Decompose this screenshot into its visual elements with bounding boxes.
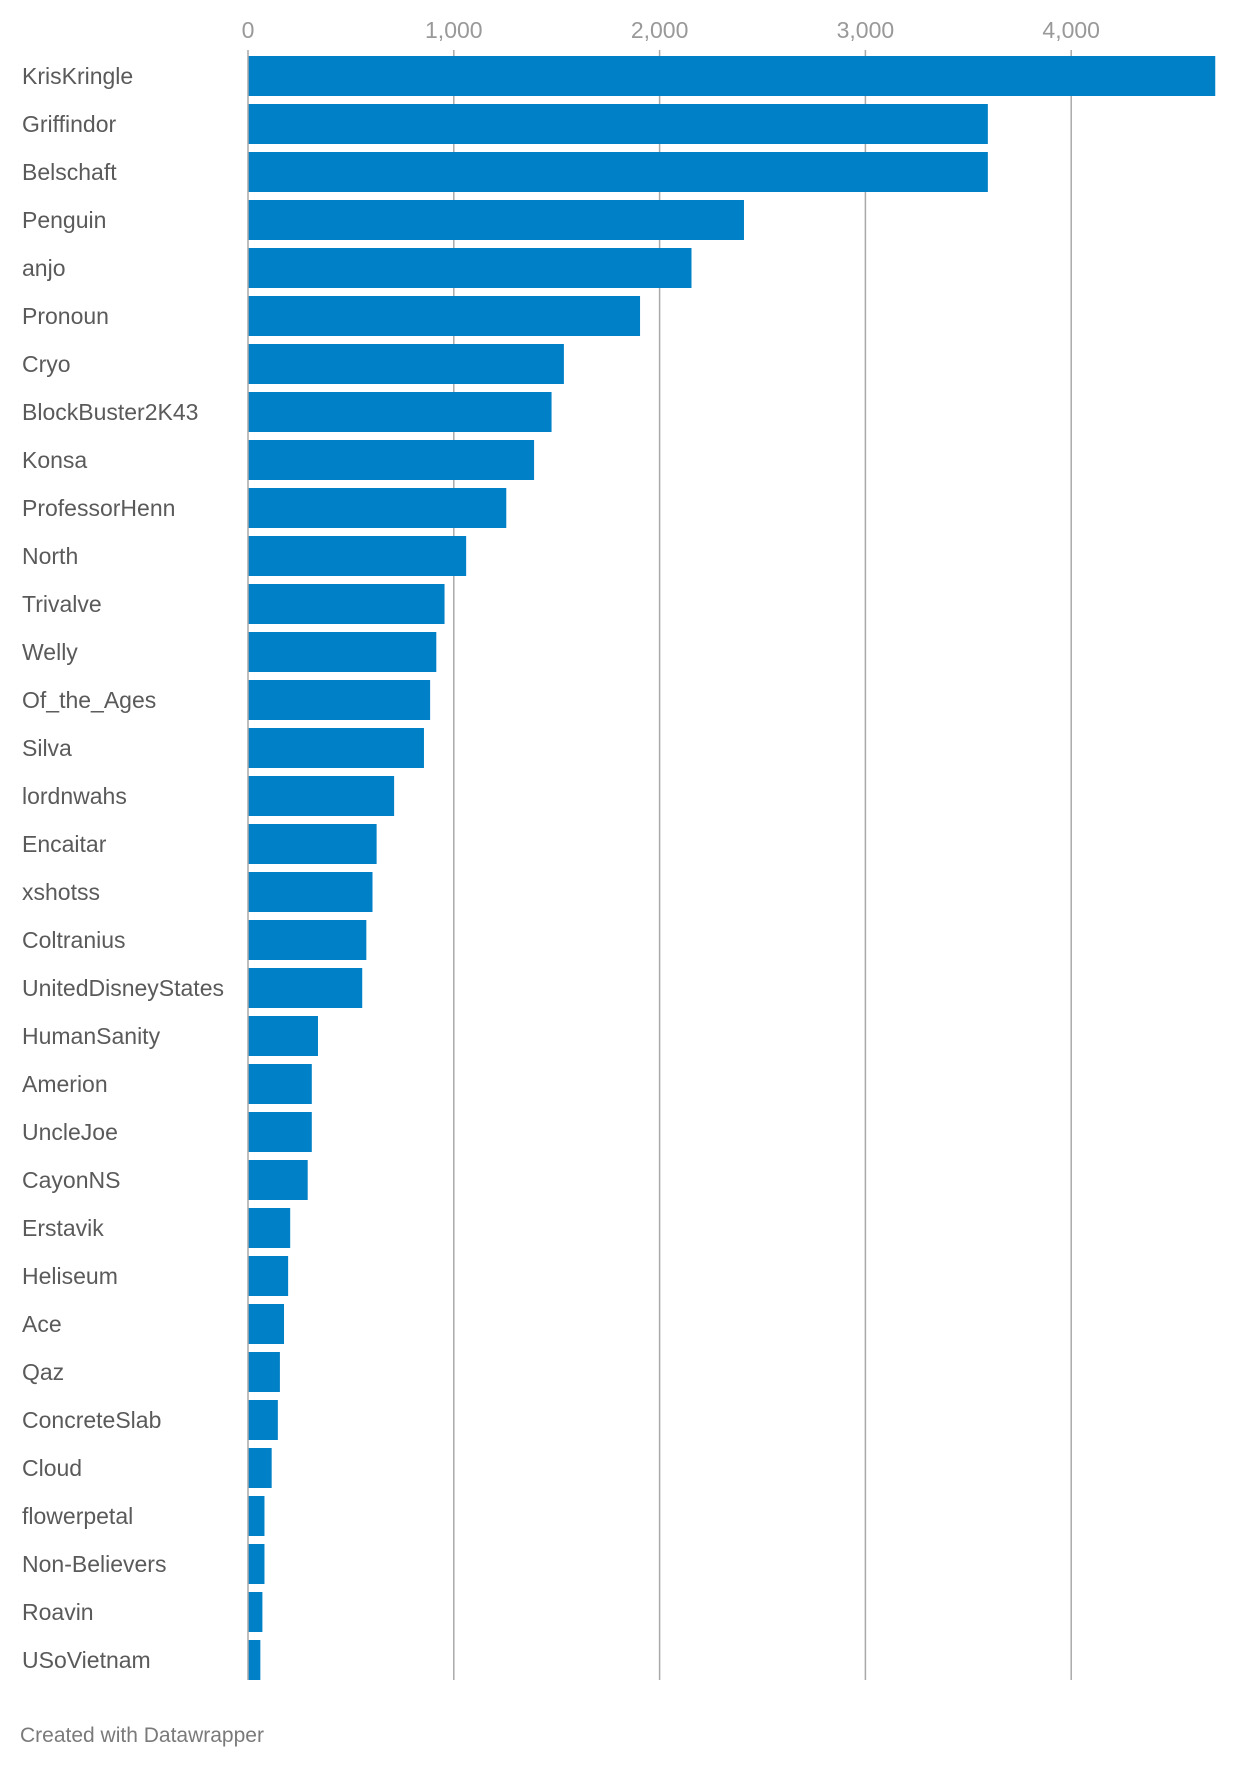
category-label: ConcreteSlab	[22, 1407, 161, 1433]
tick-label: 0	[242, 17, 255, 43]
bar-HumanSanity	[248, 1016, 318, 1056]
category-label: USoVietnam	[22, 1647, 151, 1673]
bar-lordnwahs	[248, 776, 395, 816]
category-label: Amerion	[22, 1071, 108, 1097]
bar-USoVietnam	[248, 1640, 261, 1680]
tick-label: 3,000	[837, 17, 895, 43]
x-axis-ticks: 0 1,000 2,000 3,000 4,000	[242, 17, 1100, 43]
bar-Coltranius	[248, 920, 367, 960]
bar-Silva	[248, 728, 424, 768]
bar-Cryo	[248, 344, 564, 384]
bar-ConcreteSlab	[248, 1400, 278, 1440]
category-label: Ace	[22, 1311, 62, 1337]
category-label: BlockBuster2K43	[22, 399, 198, 425]
category-label: KrisKringle	[22, 63, 133, 89]
category-label: CayonNS	[22, 1167, 120, 1193]
bar-Qaz	[248, 1352, 280, 1392]
bar-Griffindor	[248, 104, 988, 144]
category-label: Penguin	[22, 207, 106, 233]
datawrapper-credit: Created with Datawrapper	[20, 1724, 264, 1747]
bar-Non-Believers	[248, 1544, 265, 1584]
bar-North	[248, 536, 467, 576]
bar-Belschaft	[248, 152, 988, 192]
bar-Roavin	[248, 1592, 263, 1632]
category-label: Konsa	[22, 447, 87, 473]
bar-BlockBuster2K43	[248, 392, 552, 432]
category-label: Griffindor	[22, 111, 117, 137]
category-label: HumanSanity	[22, 1023, 161, 1049]
bar-Ace	[248, 1304, 285, 1344]
bar-Trivalve	[248, 584, 445, 624]
bar-KrisKringle	[248, 56, 1216, 96]
category-label: Encaitar	[22, 831, 107, 857]
category-label: Of_the_Ages	[22, 687, 156, 713]
category-label: Trivalve	[22, 591, 102, 617]
category-label: Roavin	[22, 1599, 94, 1625]
category-label: Pronoun	[22, 303, 109, 329]
category-label: Belschaft	[22, 159, 117, 185]
category-label: Coltranius	[22, 927, 126, 953]
category-label: ProfessorHenn	[22, 495, 175, 521]
category-label: Silva	[22, 735, 72, 761]
bar-Encaitar	[248, 824, 377, 864]
bar-Of_the_Ages	[248, 680, 431, 720]
bar-flowerpetal	[248, 1496, 265, 1536]
bar-chart: 0 1,000 2,000 3,000 4,000 KrisKringle Griffin…	[22, 17, 1216, 1680]
category-label: Non-Believers	[22, 1551, 166, 1577]
bar-Penguin	[248, 200, 744, 240]
category-labels: KrisKringle Griffindor Belschaft Penguin anj…	[22, 63, 224, 1673]
category-label: UnitedDisneyStates	[22, 975, 224, 1001]
bar-ProfessorHenn	[248, 488, 507, 528]
category-label: xshotss	[22, 879, 100, 905]
category-label: UncleJoe	[22, 1119, 118, 1145]
category-label: Heliseum	[22, 1263, 118, 1289]
category-label: Welly	[22, 639, 78, 665]
bar-Pronoun	[248, 296, 641, 336]
category-label: lordnwahs	[22, 783, 127, 809]
tick-label: 2,000	[631, 17, 689, 43]
category-label: Erstavik	[22, 1215, 104, 1241]
category-label: North	[22, 543, 78, 569]
bar-Welly	[248, 632, 437, 672]
category-label: anjo	[22, 255, 65, 281]
bar-Erstavik	[248, 1208, 291, 1248]
category-label: flowerpetal	[22, 1503, 133, 1529]
tick-label: 1,000	[425, 17, 483, 43]
category-label: Cloud	[22, 1455, 82, 1481]
bar-Amerion	[248, 1064, 312, 1104]
bars	[248, 56, 1216, 1680]
bar-Cloud	[248, 1448, 272, 1488]
category-label: Cryo	[22, 351, 71, 377]
gridlines	[453, 50, 1072, 1680]
bar-anjo	[248, 248, 692, 288]
bar-Konsa	[248, 440, 535, 480]
tick-label: 4,000	[1042, 17, 1100, 43]
bar-Heliseum	[248, 1256, 289, 1296]
category-label: Qaz	[22, 1359, 64, 1385]
bar-xshotss	[248, 872, 373, 912]
bar-UnitedDisneyStates	[248, 968, 363, 1008]
bar-UncleJoe	[248, 1112, 312, 1152]
bar-CayonNS	[248, 1160, 308, 1200]
